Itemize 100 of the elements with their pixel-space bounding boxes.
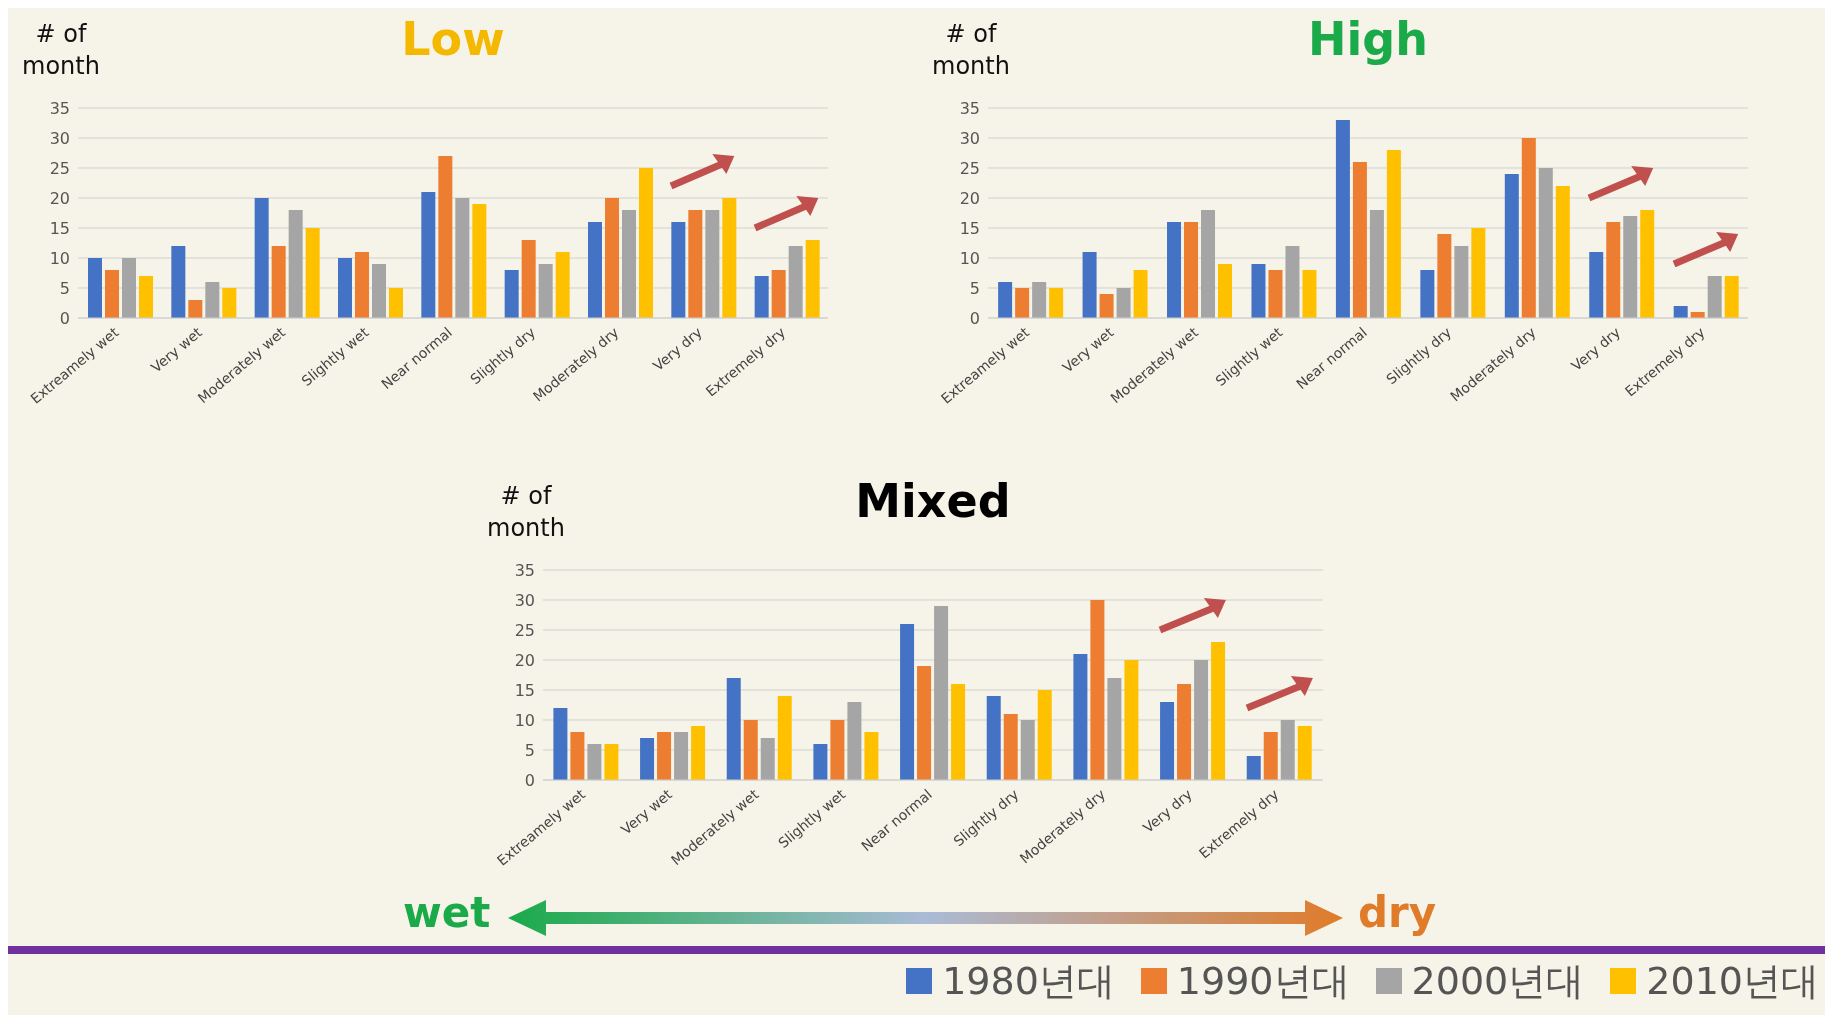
bar [705, 210, 720, 318]
bar [1201, 210, 1216, 318]
bar [1280, 720, 1295, 780]
bar [555, 252, 570, 318]
bar [1538, 168, 1553, 318]
bar [1090, 600, 1105, 780]
bar [688, 210, 703, 318]
bar [588, 222, 602, 318]
y-tick-label: 30 [959, 128, 980, 148]
bar [1454, 246, 1469, 318]
bar [1521, 138, 1536, 318]
bar [777, 696, 792, 780]
bar [657, 732, 672, 780]
bar [1673, 306, 1688, 318]
bar [372, 264, 386, 318]
bar [1184, 222, 1199, 318]
y-tick-label: 0 [59, 308, 70, 328]
y-tick-label: 35 [959, 98, 980, 118]
legend-label: 2000년대 [1411, 958, 1585, 1004]
y-tick-label: 35 [49, 98, 70, 118]
bar [1302, 270, 1317, 318]
y-tick-label: 5 [59, 278, 70, 298]
bar [472, 204, 487, 318]
y-tick-label: 0 [969, 308, 980, 328]
bar [1003, 714, 1018, 780]
bar [421, 192, 436, 318]
bar [438, 156, 453, 318]
y-tick-label: 5 [969, 278, 980, 298]
bar [864, 732, 879, 780]
bar [538, 264, 553, 318]
bar [986, 696, 1001, 780]
x-tick-label: Very dry [1139, 786, 1195, 836]
y-tick-label: 5 [524, 740, 535, 760]
bar [105, 270, 119, 318]
bar [1335, 120, 1350, 318]
bar [1471, 228, 1486, 318]
y-tick-label: 35 [514, 560, 535, 580]
bar [998, 282, 1013, 318]
bar [1015, 288, 1030, 318]
bar [139, 276, 153, 318]
bar [521, 240, 536, 318]
bar [1160, 702, 1175, 780]
text: dry [1358, 888, 1437, 937]
bar [1263, 732, 1278, 780]
bar [338, 258, 352, 318]
bar [1177, 684, 1192, 780]
bar [1167, 222, 1182, 318]
bar [1037, 690, 1052, 780]
bar [188, 300, 203, 318]
y-tick-label: 20 [514, 650, 535, 670]
y-tick-label: 15 [49, 218, 70, 238]
y-tick-label: 10 [49, 248, 70, 268]
bar [951, 684, 966, 780]
bar [254, 198, 269, 318]
y-axis-title: # of month [931, 19, 1011, 82]
y-tick-label: 20 [49, 188, 70, 208]
bar [622, 210, 636, 318]
bar [355, 252, 369, 318]
bar [1099, 294, 1114, 318]
bar [640, 738, 655, 780]
bar [639, 168, 653, 318]
bar [917, 666, 932, 780]
bar [205, 282, 220, 318]
y-tick-label: 10 [959, 248, 980, 268]
bar [726, 678, 741, 780]
bar [674, 732, 689, 780]
bar [1707, 276, 1722, 318]
bar [305, 228, 320, 318]
bar [504, 270, 519, 318]
bar [88, 258, 102, 318]
y-tick-label: 30 [49, 128, 70, 148]
chart-title: High [1308, 12, 1428, 66]
bar [671, 222, 686, 318]
bar [1589, 252, 1604, 318]
bar [570, 732, 585, 780]
bar [122, 258, 136, 318]
bar [760, 738, 775, 780]
legend-label: 1990년대 [1176, 958, 1350, 1004]
bar [1504, 174, 1519, 318]
bar [1297, 726, 1312, 780]
bar [1640, 210, 1655, 318]
bar [1251, 264, 1266, 318]
chart-title: Mixed [855, 474, 1011, 528]
bar [1268, 270, 1283, 318]
y-axis-title: # of month [21, 19, 101, 82]
bar [1073, 654, 1088, 780]
text: wet [403, 888, 491, 937]
bar [1369, 210, 1384, 318]
bar [691, 726, 706, 780]
bar [743, 720, 758, 780]
bar [1218, 264, 1233, 318]
bar [1124, 660, 1139, 780]
x-tick-label: Very dry [1568, 324, 1624, 374]
bar [171, 246, 186, 318]
bar [1116, 288, 1131, 318]
bar [830, 720, 845, 780]
legend-label: 2010년대 [1646, 958, 1819, 1004]
bar [788, 246, 803, 318]
bar [604, 744, 619, 780]
bar [1020, 720, 1035, 780]
